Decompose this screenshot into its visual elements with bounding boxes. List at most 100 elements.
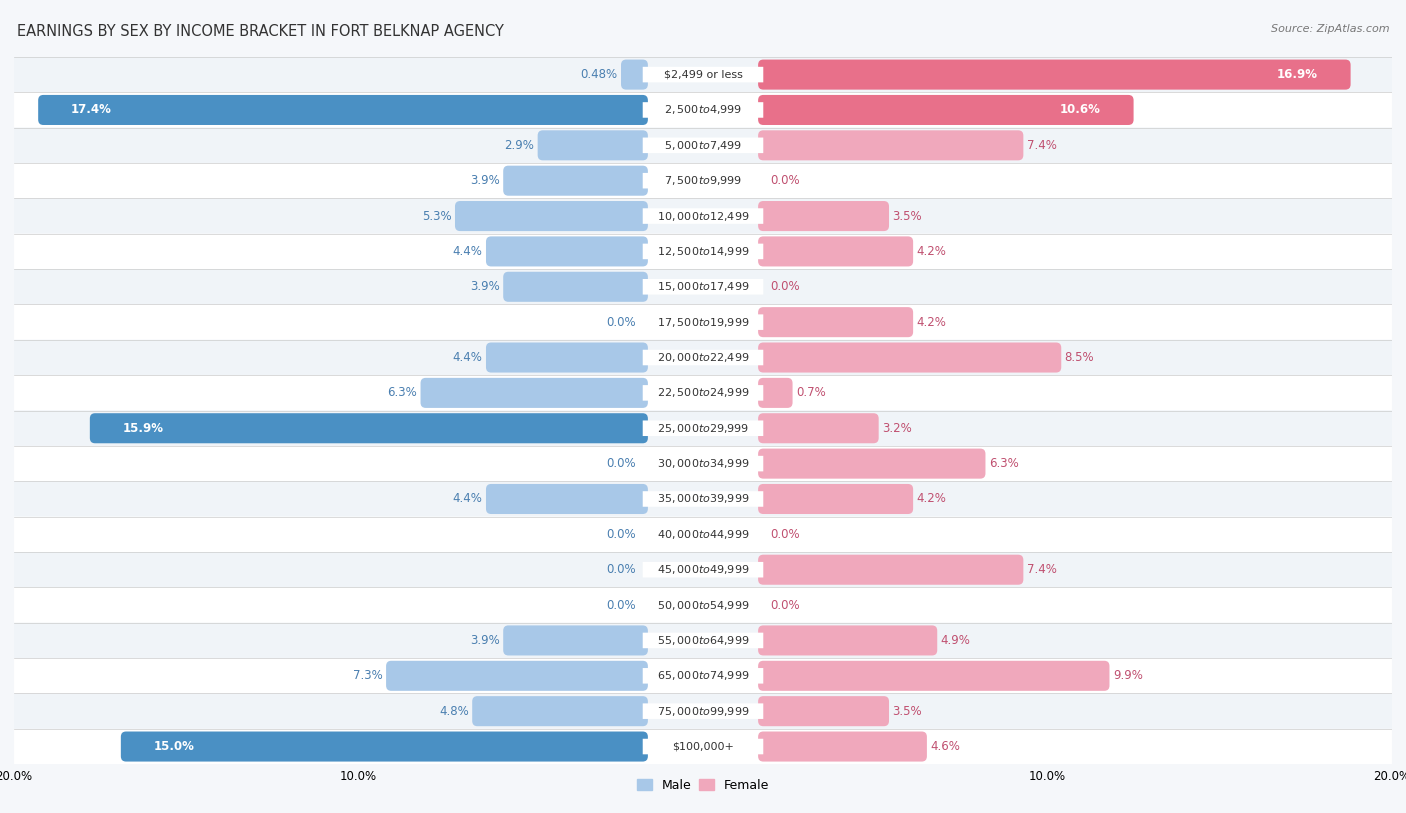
Text: $40,000 to $44,999: $40,000 to $44,999 xyxy=(657,528,749,541)
Text: $50,000 to $54,999: $50,000 to $54,999 xyxy=(657,598,749,611)
Text: 6.3%: 6.3% xyxy=(988,457,1019,470)
FancyBboxPatch shape xyxy=(643,527,763,542)
Text: 15.9%: 15.9% xyxy=(122,422,163,435)
FancyBboxPatch shape xyxy=(643,739,763,754)
FancyBboxPatch shape xyxy=(643,208,763,224)
FancyBboxPatch shape xyxy=(503,166,648,196)
FancyBboxPatch shape xyxy=(537,130,648,160)
FancyBboxPatch shape xyxy=(758,237,912,267)
FancyBboxPatch shape xyxy=(758,59,1351,89)
FancyBboxPatch shape xyxy=(387,661,648,691)
FancyBboxPatch shape xyxy=(14,517,1392,552)
Text: 9.9%: 9.9% xyxy=(1114,669,1143,682)
Text: 3.2%: 3.2% xyxy=(882,422,912,435)
FancyBboxPatch shape xyxy=(643,315,763,330)
FancyBboxPatch shape xyxy=(14,693,1392,729)
Text: $15,000 to $17,499: $15,000 to $17,499 xyxy=(657,280,749,293)
FancyBboxPatch shape xyxy=(643,385,763,401)
FancyBboxPatch shape xyxy=(643,598,763,613)
Text: 4.2%: 4.2% xyxy=(917,493,946,506)
FancyBboxPatch shape xyxy=(758,449,986,479)
Text: $75,000 to $99,999: $75,000 to $99,999 xyxy=(657,705,749,718)
FancyBboxPatch shape xyxy=(643,244,763,259)
FancyBboxPatch shape xyxy=(14,304,1392,340)
Text: 7.4%: 7.4% xyxy=(1026,563,1057,576)
Text: 0.0%: 0.0% xyxy=(606,563,636,576)
Text: $10,000 to $12,499: $10,000 to $12,499 xyxy=(657,210,749,223)
FancyBboxPatch shape xyxy=(486,484,648,514)
FancyBboxPatch shape xyxy=(14,729,1392,764)
FancyBboxPatch shape xyxy=(14,587,1392,623)
FancyBboxPatch shape xyxy=(14,57,1392,92)
Text: $100,000+: $100,000+ xyxy=(672,741,734,751)
Text: 0.0%: 0.0% xyxy=(770,528,800,541)
Text: $22,500 to $24,999: $22,500 to $24,999 xyxy=(657,386,749,399)
Text: 0.0%: 0.0% xyxy=(606,457,636,470)
Text: $7,500 to $9,999: $7,500 to $9,999 xyxy=(664,174,742,187)
Text: 0.0%: 0.0% xyxy=(606,598,636,611)
FancyBboxPatch shape xyxy=(643,420,763,436)
FancyBboxPatch shape xyxy=(472,696,648,726)
FancyBboxPatch shape xyxy=(758,378,793,408)
FancyBboxPatch shape xyxy=(758,696,889,726)
Text: $65,000 to $74,999: $65,000 to $74,999 xyxy=(657,669,749,682)
Text: $12,500 to $14,999: $12,500 to $14,999 xyxy=(657,245,749,258)
FancyBboxPatch shape xyxy=(758,625,938,655)
FancyBboxPatch shape xyxy=(643,633,763,648)
Text: $5,000 to $7,499: $5,000 to $7,499 xyxy=(664,139,742,152)
FancyBboxPatch shape xyxy=(758,307,912,337)
Text: 4.2%: 4.2% xyxy=(917,245,946,258)
FancyBboxPatch shape xyxy=(758,732,927,762)
FancyBboxPatch shape xyxy=(758,201,889,231)
Text: $20,000 to $22,499: $20,000 to $22,499 xyxy=(657,351,749,364)
Text: 4.4%: 4.4% xyxy=(453,245,482,258)
Text: 3.5%: 3.5% xyxy=(893,705,922,718)
Text: 7.3%: 7.3% xyxy=(353,669,382,682)
FancyBboxPatch shape xyxy=(14,375,1392,411)
FancyBboxPatch shape xyxy=(643,279,763,294)
Text: 3.5%: 3.5% xyxy=(893,210,922,223)
FancyBboxPatch shape xyxy=(503,625,648,655)
Text: 17.4%: 17.4% xyxy=(70,103,111,116)
FancyBboxPatch shape xyxy=(14,411,1392,446)
FancyBboxPatch shape xyxy=(14,269,1392,304)
FancyBboxPatch shape xyxy=(643,703,763,719)
Text: $35,000 to $39,999: $35,000 to $39,999 xyxy=(657,493,749,506)
FancyBboxPatch shape xyxy=(643,137,763,153)
FancyBboxPatch shape xyxy=(38,95,648,125)
FancyBboxPatch shape xyxy=(14,623,1392,659)
Text: 4.4%: 4.4% xyxy=(453,351,482,364)
Text: 0.0%: 0.0% xyxy=(770,174,800,187)
FancyBboxPatch shape xyxy=(758,342,1062,372)
Text: 6.3%: 6.3% xyxy=(387,386,418,399)
Text: 3.9%: 3.9% xyxy=(470,174,499,187)
Text: 0.7%: 0.7% xyxy=(796,386,825,399)
FancyBboxPatch shape xyxy=(643,67,763,82)
Text: 4.9%: 4.9% xyxy=(941,634,970,647)
Text: 3.9%: 3.9% xyxy=(470,634,499,647)
FancyBboxPatch shape xyxy=(758,484,912,514)
Text: 4.4%: 4.4% xyxy=(453,493,482,506)
Text: 0.0%: 0.0% xyxy=(606,528,636,541)
FancyBboxPatch shape xyxy=(643,562,763,577)
Legend: Male, Female: Male, Female xyxy=(631,774,775,797)
Text: 10.6%: 10.6% xyxy=(1060,103,1101,116)
FancyBboxPatch shape xyxy=(758,661,1109,691)
Text: 4.2%: 4.2% xyxy=(917,315,946,328)
Text: $25,000 to $29,999: $25,000 to $29,999 xyxy=(657,422,749,435)
FancyBboxPatch shape xyxy=(503,272,648,302)
FancyBboxPatch shape xyxy=(14,92,1392,128)
FancyBboxPatch shape xyxy=(643,350,763,365)
FancyBboxPatch shape xyxy=(758,95,1133,125)
Text: 0.0%: 0.0% xyxy=(770,598,800,611)
Text: $17,500 to $19,999: $17,500 to $19,999 xyxy=(657,315,749,328)
FancyBboxPatch shape xyxy=(14,446,1392,481)
FancyBboxPatch shape xyxy=(121,732,648,762)
Text: 3.9%: 3.9% xyxy=(470,280,499,293)
Text: $2,499 or less: $2,499 or less xyxy=(664,70,742,80)
Text: $55,000 to $64,999: $55,000 to $64,999 xyxy=(657,634,749,647)
FancyBboxPatch shape xyxy=(14,198,1392,234)
FancyBboxPatch shape xyxy=(486,237,648,267)
FancyBboxPatch shape xyxy=(14,552,1392,587)
Text: Source: ZipAtlas.com: Source: ZipAtlas.com xyxy=(1271,24,1389,34)
